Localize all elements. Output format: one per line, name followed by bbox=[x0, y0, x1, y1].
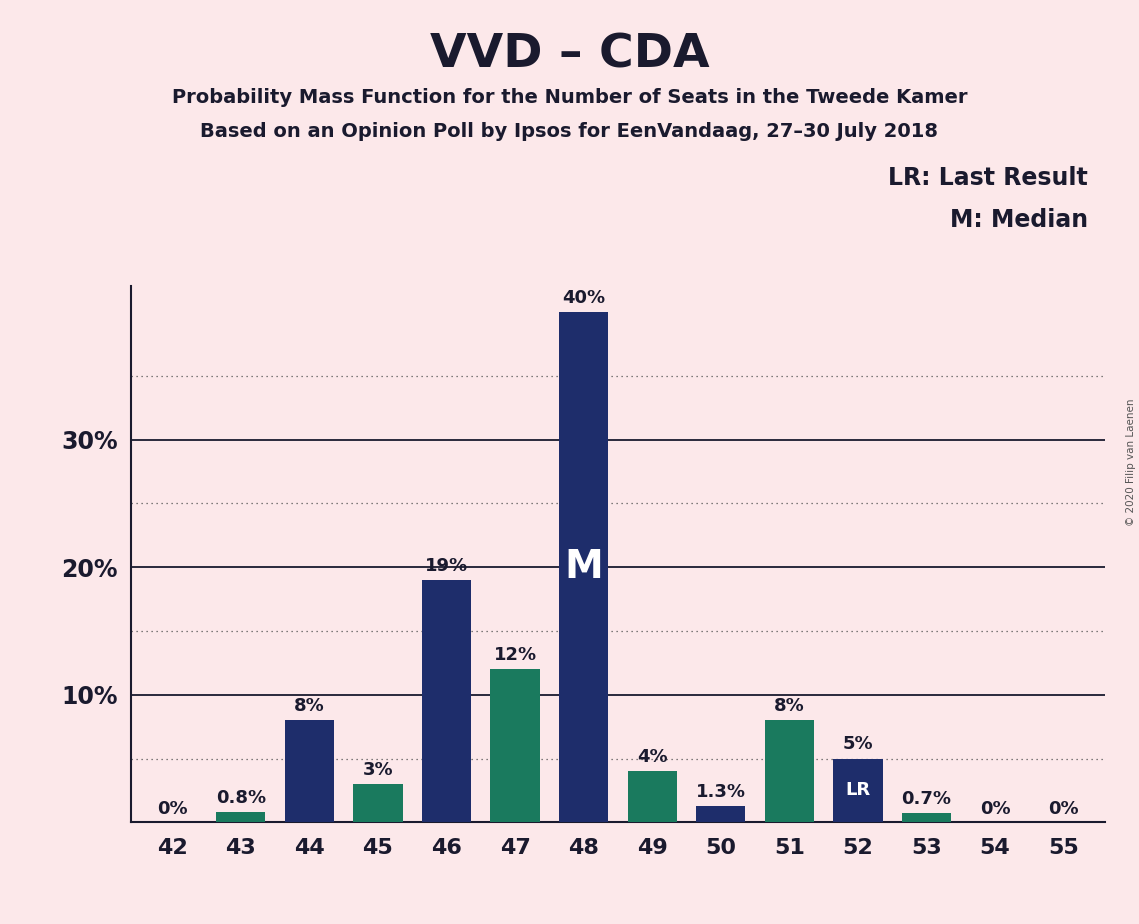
Text: © 2020 Filip van Laenen: © 2020 Filip van Laenen bbox=[1126, 398, 1136, 526]
Bar bbox=[559, 312, 608, 822]
Text: Based on an Opinion Poll by Ipsos for EenVandaag, 27–30 July 2018: Based on an Opinion Poll by Ipsos for Ee… bbox=[200, 122, 939, 141]
Bar bbox=[216, 812, 265, 822]
Bar bbox=[834, 759, 883, 822]
Text: 0.7%: 0.7% bbox=[902, 790, 951, 808]
Bar bbox=[491, 669, 540, 822]
Text: 0%: 0% bbox=[157, 800, 188, 818]
Text: 8%: 8% bbox=[294, 698, 325, 715]
Text: 0.8%: 0.8% bbox=[215, 789, 265, 807]
Text: 3%: 3% bbox=[362, 761, 393, 779]
Bar bbox=[764, 721, 814, 822]
Bar bbox=[628, 772, 677, 822]
Text: M: Median: M: Median bbox=[950, 208, 1088, 232]
Text: 0%: 0% bbox=[1048, 800, 1079, 818]
Text: LR: Last Result: LR: Last Result bbox=[888, 166, 1088, 190]
Bar bbox=[421, 580, 472, 822]
Bar bbox=[285, 721, 334, 822]
Text: 19%: 19% bbox=[425, 557, 468, 575]
Text: 40%: 40% bbox=[562, 289, 605, 307]
Text: LR: LR bbox=[845, 782, 870, 799]
Bar bbox=[696, 806, 745, 822]
Text: 5%: 5% bbox=[843, 736, 874, 753]
Text: Probability Mass Function for the Number of Seats in the Tweede Kamer: Probability Mass Function for the Number… bbox=[172, 88, 967, 107]
Text: 1.3%: 1.3% bbox=[696, 783, 746, 801]
Text: 8%: 8% bbox=[775, 698, 805, 715]
Bar bbox=[902, 813, 951, 822]
Text: 12%: 12% bbox=[493, 646, 536, 664]
Text: 0%: 0% bbox=[980, 800, 1010, 818]
Text: 4%: 4% bbox=[637, 748, 667, 766]
Text: VVD – CDA: VVD – CDA bbox=[429, 32, 710, 78]
Bar bbox=[353, 784, 402, 822]
Text: M: M bbox=[564, 548, 603, 586]
